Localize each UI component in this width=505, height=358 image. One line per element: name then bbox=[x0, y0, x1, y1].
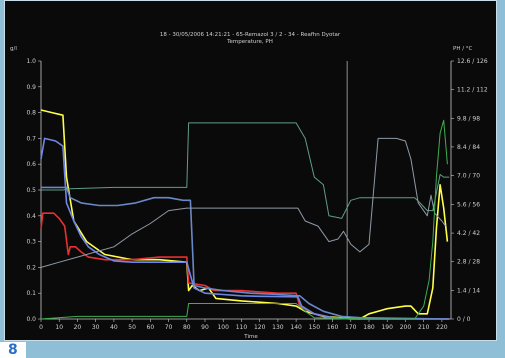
chart-subtitle: Temperature, PH bbox=[226, 39, 273, 45]
y-tick-label-right: 5.6 / 56 bbox=[457, 201, 480, 208]
series-line-3 bbox=[40, 137, 450, 320]
series-layer bbox=[40, 109, 450, 320]
chart-window: 18 - 30/05/2006 14:21:21 - 65-Remazol 3 … bbox=[4, 0, 497, 341]
figure-number-tab: 8 bbox=[0, 342, 26, 358]
series-line-5 bbox=[41, 122, 450, 219]
x-tick-label: 120 bbox=[254, 324, 266, 331]
y-tick-label-right: 9.8 / 98 bbox=[457, 115, 480, 122]
y-tick-label-left: 0.4 bbox=[26, 213, 36, 220]
x-tick-label: 140 bbox=[290, 324, 302, 331]
y-tick-label-left: 0.1 bbox=[26, 290, 36, 297]
x-tick-label: 0 bbox=[39, 324, 43, 331]
series-line-1 bbox=[40, 109, 449, 320]
y-tick-label-left: 1.0 bbox=[26, 58, 36, 65]
y-tick-label-left: 0.3 bbox=[26, 239, 36, 246]
x-tick-label: 130 bbox=[272, 324, 284, 331]
x-tick-label: 30 bbox=[92, 324, 100, 331]
y-tick-label-right: 1.4 / 14 bbox=[457, 287, 480, 294]
y-axis-label-left: g/l bbox=[10, 46, 17, 52]
x-tick-label: 70 bbox=[165, 324, 173, 331]
x-tick-label: 10 bbox=[55, 324, 63, 331]
y-tick-label-right: 4.2 / 42 bbox=[457, 230, 480, 237]
series-line-4 bbox=[41, 186, 450, 320]
x-tick-label: 20 bbox=[74, 324, 82, 331]
y-tick-label-right: 8.4 / 84 bbox=[457, 144, 480, 151]
x-tick-label: 90 bbox=[201, 324, 209, 331]
y-tick-label-left: 0.9 bbox=[26, 84, 36, 91]
y-tick-label-right: 0 / 0 bbox=[457, 316, 471, 323]
axes: 0 10 20 30 40 50 60 70 80 90 100 110 120 130 140 150 160… bbox=[26, 58, 487, 331]
x-tick-label: 80 bbox=[183, 324, 191, 331]
y-tick-label-right: 7.0 / 70 bbox=[457, 173, 480, 180]
x-tick-label: 200 bbox=[400, 324, 412, 331]
x-tick-label: 40 bbox=[110, 324, 118, 331]
y-tick-label-left: 0.7 bbox=[26, 135, 36, 142]
x-tick-label: 60 bbox=[147, 324, 155, 331]
y-tick-label-left: 0.5 bbox=[26, 187, 36, 194]
x-tick-label: 150 bbox=[309, 324, 321, 331]
y-tick-label-left: 0.0 bbox=[26, 316, 36, 323]
x-tick-label: 210 bbox=[418, 324, 430, 331]
x-tick-label: 50 bbox=[128, 324, 136, 331]
y-tick-label-left: 0.2 bbox=[26, 264, 36, 271]
series-line-7 bbox=[40, 119, 448, 320]
x-tick-label: 180 bbox=[363, 324, 375, 331]
y-tick-label-right: 2.8 / 28 bbox=[457, 259, 480, 266]
x-tick-label: 220 bbox=[436, 324, 448, 331]
x-tick-label: 110 bbox=[236, 324, 248, 331]
line-chart: 18 - 30/05/2006 14:21:21 - 65-Remazol 3 … bbox=[10, 32, 488, 340]
x-tick-label: 160 bbox=[327, 324, 339, 331]
chart-title: 18 - 30/05/2006 14:21:21 - 65-Remazol 3 … bbox=[160, 32, 341, 38]
x-tick-label: 100 bbox=[217, 324, 229, 331]
y-tick-label-left: 0.6 bbox=[26, 161, 36, 168]
x-tick-label: 190 bbox=[381, 324, 393, 331]
y-tick-label-right: 11.2 / 112 bbox=[457, 87, 488, 94]
figure-number: 8 bbox=[8, 342, 18, 358]
x-tick-label: 170 bbox=[345, 324, 357, 331]
series-line-6 bbox=[40, 137, 446, 268]
y-tick-label-right: 12.6 / 126 bbox=[457, 58, 488, 65]
y-tick-label-left: 0.8 bbox=[26, 110, 36, 117]
x-axis-label: Time bbox=[243, 334, 258, 340]
y-axis-label-right: PH / °C bbox=[453, 46, 473, 52]
